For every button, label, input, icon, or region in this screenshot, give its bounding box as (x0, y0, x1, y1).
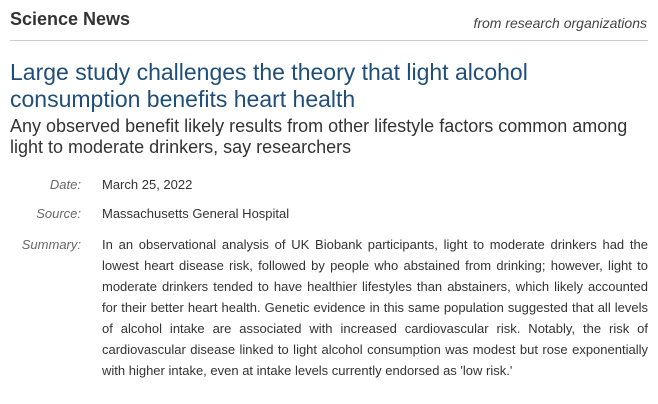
article-headline: Large study challenges the theory that l… (10, 59, 528, 112)
summary-label: Summary: (21, 237, 81, 252)
site-header: Science News from research organizations (0, 0, 658, 38)
site-title[interactable]: Science News (10, 9, 131, 29)
source-label: Source: (36, 206, 81, 221)
article-subheadline: Any observed benefit likely results from… (10, 116, 628, 157)
date-label: Date: (49, 177, 81, 192)
site-tagline: from research organizations (473, 15, 647, 31)
header-divider (10, 40, 648, 41)
source-value: Massachusetts General Hospital (102, 206, 290, 221)
summary-text: In an observational analysis of UK Bioba… (102, 237, 648, 378)
date-value: March 25, 2022 (102, 177, 193, 192)
